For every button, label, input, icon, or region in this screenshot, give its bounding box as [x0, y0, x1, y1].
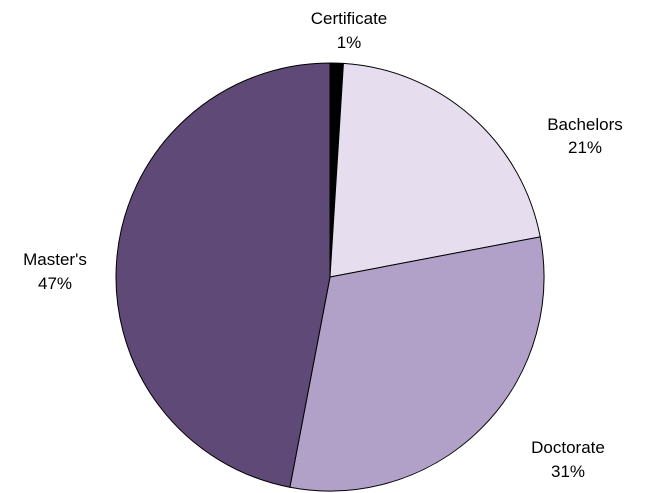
pie-slice-bachelors	[329, 62, 541, 278]
slice-label-bachelors: Bachelors	[547, 115, 623, 134]
slice-label-doctorate: Doctorate	[531, 438, 605, 457]
slice-pct-masters: 47%	[38, 274, 72, 293]
slice-label-masters: Master's	[23, 250, 87, 269]
slice-pct-certificate: 1%	[337, 33, 362, 52]
pie-slices	[115, 62, 545, 492]
pie-labels: Certificate 1% Bachelors 21% Doctorate 3…	[23, 9, 623, 481]
slice-label-certificate: Certificate	[311, 9, 388, 28]
pie-slice-master-s	[115, 62, 331, 488]
slice-pct-bachelors: 21%	[568, 138, 602, 157]
pie-slice-doctorate	[289, 236, 545, 492]
slice-pct-doctorate: 31%	[551, 462, 585, 481]
